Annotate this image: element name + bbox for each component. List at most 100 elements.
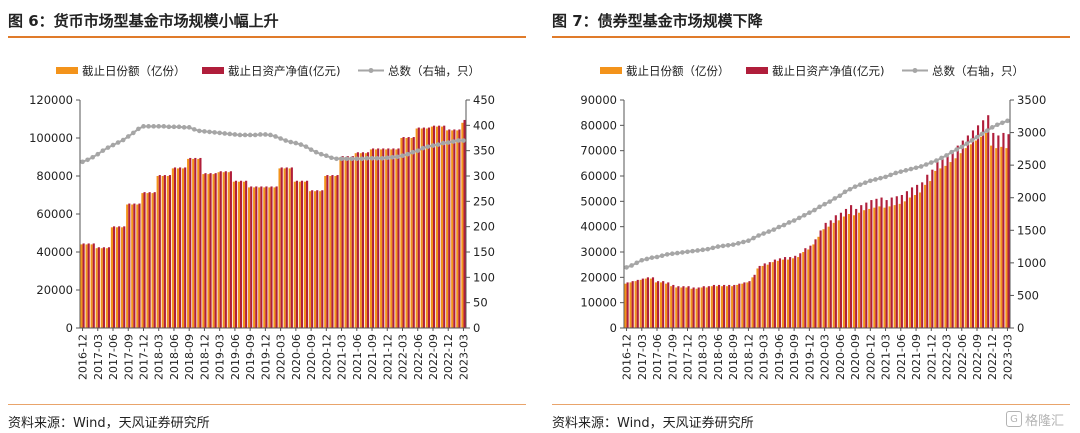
bar-shares [731, 286, 734, 328]
bar-nav [382, 148, 385, 328]
line-point [969, 138, 975, 143]
bar-shares [136, 204, 139, 328]
y-tick-label-left: 100000 [29, 131, 73, 145]
y-tick-label-left: 40000 [36, 245, 73, 259]
line-point [974, 134, 980, 140]
bar-shares [985, 132, 988, 328]
line-point [639, 257, 645, 263]
bar-nav [641, 278, 644, 328]
line-point [349, 156, 355, 162]
bond-fund-chart: 截止日份额（亿份） 截止日资产净值(亿元) 总数（右轴，只）010000200003… [580, 64, 1046, 380]
line-point [878, 175, 883, 181]
bar-shares [959, 153, 962, 328]
line-point [995, 122, 1000, 128]
bar-nav [865, 202, 868, 328]
bar-nav [321, 190, 324, 328]
x-tick-label: 2017-09 [666, 334, 679, 380]
y-tick-label-left: 70000 [580, 144, 617, 158]
bar-shares [954, 158, 957, 328]
bar-nav [794, 255, 797, 328]
line-point [461, 138, 466, 143]
x-tick-label: 2021-09 [910, 334, 923, 380]
line-point [629, 263, 634, 268]
x-tick-label: 2018-06 [712, 334, 725, 380]
bar-shares [1005, 148, 1008, 328]
bar-shares [822, 229, 825, 328]
line-point [735, 241, 741, 246]
legend-swatch [746, 67, 768, 74]
bar-nav [341, 156, 344, 328]
line-point [445, 140, 451, 145]
bar-nav [239, 180, 243, 328]
bar-shares [435, 126, 439, 328]
line-point [918, 164, 924, 169]
line-point [202, 129, 207, 134]
line-point [751, 235, 756, 241]
line-point [822, 201, 827, 207]
bar-nav [138, 203, 141, 328]
bar-shares [670, 286, 673, 328]
line-point [161, 124, 167, 129]
line-point [339, 156, 344, 162]
bar-nav [809, 245, 812, 328]
bar-nav [1007, 134, 1010, 328]
line-point [146, 124, 151, 129]
bar-shares [908, 197, 911, 328]
bar-nav [351, 156, 354, 328]
bar-shares [903, 201, 906, 328]
bar-nav [219, 171, 222, 328]
y-tick-label-right: 0 [1017, 321, 1024, 335]
bar-shares [349, 157, 352, 328]
legend-label: 截止日份额（亿份） [82, 64, 186, 78]
line-point [166, 124, 172, 130]
x-tick-label: 2017-06 [651, 334, 664, 380]
bar-nav [285, 167, 288, 328]
bar-shares [374, 149, 378, 328]
bars [624, 115, 1010, 329]
x-tick-label: 2017-06 [107, 334, 120, 380]
bar-nav [875, 198, 878, 328]
bar-shares [369, 149, 373, 328]
x-tick-label: 2022-06 [956, 334, 969, 380]
y-tick-label-left: 20000 [580, 270, 617, 284]
line-point [888, 172, 893, 178]
line-point [95, 151, 101, 157]
bar-nav [336, 175, 339, 328]
bar-nav [260, 186, 263, 328]
y-tick-label-left: 20000 [36, 283, 73, 297]
bar-nav [789, 257, 792, 328]
bar-shares [176, 168, 180, 328]
bar-shares [344, 157, 347, 328]
bar-shares [146, 193, 149, 328]
line-point [802, 213, 807, 218]
line-point [842, 189, 848, 195]
bar-nav [118, 226, 121, 328]
line-point [786, 220, 792, 225]
line-point [928, 160, 934, 165]
bar-shares [695, 288, 698, 328]
bar-nav [412, 137, 415, 328]
line-point [862, 180, 868, 186]
bar-shares [121, 227, 124, 328]
x-tick-label: 2020-09 [849, 334, 862, 380]
bar-nav [214, 173, 217, 328]
bar-shares [715, 286, 718, 328]
line-point [807, 210, 812, 215]
bar-shares [771, 262, 774, 328]
bar-nav [910, 187, 914, 328]
bar-shares [812, 244, 815, 328]
bar-nav [687, 286, 690, 328]
bar-nav [850, 205, 853, 328]
bar-shares [654, 282, 658, 328]
bar-nav [366, 152, 370, 328]
bar-shares [858, 212, 861, 328]
line-point [156, 124, 162, 129]
bar-shares [278, 168, 281, 328]
bar-shares [665, 283, 668, 328]
line-point [120, 137, 126, 143]
line-point [959, 144, 965, 150]
bar-nav [113, 226, 116, 328]
bar-nav [361, 152, 365, 328]
bar-nav [667, 282, 670, 328]
bar-shares [725, 286, 729, 328]
